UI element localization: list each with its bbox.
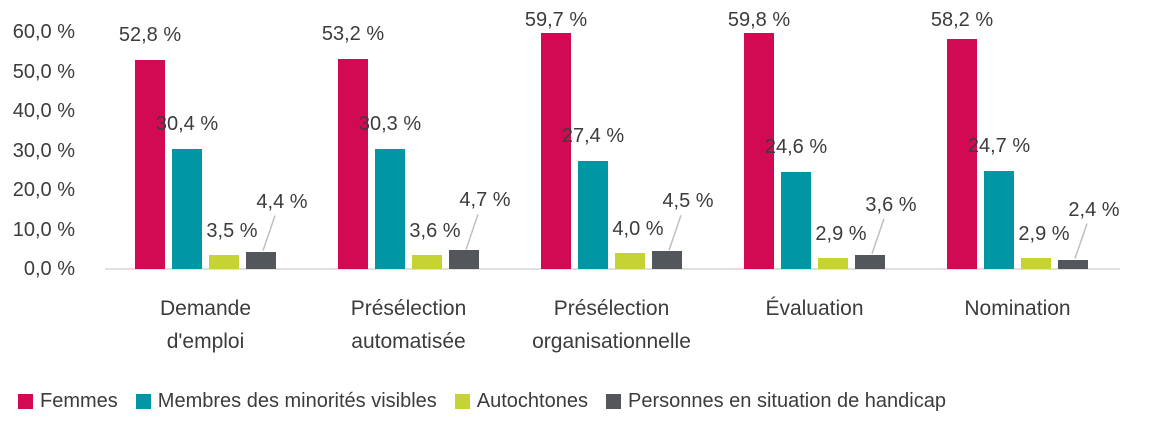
legend-label: Personnes en situation de handicap xyxy=(627,389,946,412)
bar-autochtones xyxy=(209,255,239,269)
legend-label: Membres des minorités visibles xyxy=(157,389,437,412)
bar-handicap xyxy=(1058,259,1088,269)
data-label-femmes: 53,2 % xyxy=(321,22,385,45)
data-label-autochtones: 4,0 % xyxy=(612,218,664,241)
legend-item-femmes: Femmes xyxy=(18,390,118,413)
bar-autochtones xyxy=(1021,257,1051,269)
data-label-minorites-visibles: 27,4 % xyxy=(561,124,625,147)
data-label-minorites-visibles: 24,7 % xyxy=(967,135,1031,158)
data-label-femmes: 52,8 % xyxy=(118,24,182,47)
category-label: Évaluation xyxy=(765,297,864,320)
legend-item-minorites-visibles: Membres des minorités visibles xyxy=(135,389,437,413)
x-axis-line xyxy=(105,268,1120,270)
y-axis-tick-label: 40,0 % xyxy=(12,100,75,122)
bar-autochtones xyxy=(412,254,442,269)
bar-handicap xyxy=(855,254,885,269)
category-label: Nomination xyxy=(964,297,1071,320)
y-axis-tick-label: 0,0 % xyxy=(23,258,75,280)
bar-femmes xyxy=(135,60,165,269)
data-label-femmes: 59,8 % xyxy=(727,9,791,31)
legend-swatch-autochtones xyxy=(454,393,470,409)
legend-item-autochtones: Autochtones xyxy=(454,389,588,413)
data-label-autochtones: 3,6 % xyxy=(409,219,461,242)
category-label: Demande d'emploi xyxy=(159,297,252,353)
bar-minorites-visibles xyxy=(172,148,202,269)
y-axis-tick-label: 60,0 % xyxy=(12,21,75,43)
legend-swatch-minorites-visibles xyxy=(135,393,151,409)
legend-item-handicap: Personnes en situation de handicap xyxy=(605,389,946,413)
legend-label: Autochtones xyxy=(476,389,588,412)
category-label: Présélection automatisée xyxy=(350,297,467,353)
bar-minorites-visibles xyxy=(375,149,405,269)
bar-handicap xyxy=(652,251,682,269)
data-label-minorites-visibles: 30,3 % xyxy=(358,113,422,136)
legend-swatch-femmes xyxy=(18,393,33,409)
data-label-handicap: 3,6 % xyxy=(865,193,917,216)
data-label-femmes: 59,7 % xyxy=(524,9,588,31)
y-axis-tick-label: 10,0 % xyxy=(12,218,75,241)
bar-femmes xyxy=(744,32,774,269)
bar-autochtones xyxy=(615,253,645,269)
bar-autochtones xyxy=(818,257,848,269)
bar-minorites-visibles xyxy=(781,171,811,269)
data-label-autochtones: 2,9 % xyxy=(815,222,867,245)
bar-handicap xyxy=(449,250,479,269)
bar-minorites-visibles xyxy=(984,171,1014,269)
bar-femmes xyxy=(947,39,977,269)
bar-femmes xyxy=(338,58,368,269)
category-label: Présélection organisationnelle xyxy=(532,297,691,353)
data-label-handicap: 4,5 % xyxy=(662,190,714,213)
data-label-minorites-visibles: 30,4 % xyxy=(155,112,219,135)
y-axis-tick-label: 30,0 % xyxy=(12,139,75,162)
legend: Femmes Membres des minorités visibles Auto… xyxy=(18,387,946,415)
bar-femmes xyxy=(541,33,571,269)
bar-minorites-visibles xyxy=(578,160,608,269)
data-label-autochtones: 3,5 % xyxy=(206,220,258,243)
legend-swatch-handicap xyxy=(605,393,621,409)
data-label-minorites-visibles: 24,6 % xyxy=(764,135,828,158)
y-axis-tick-label: 20,0 % xyxy=(12,179,75,201)
data-label-handicap: 4,4 % xyxy=(256,190,308,213)
data-label-femmes: 58,2 % xyxy=(930,9,994,31)
y-axis-tick-label: 50,0 % xyxy=(12,60,75,83)
data-label-autochtones: 2,9 % xyxy=(1018,222,1070,245)
legend-label: Femmes xyxy=(40,389,118,412)
data-label-handicap: 4,7 % xyxy=(459,189,511,212)
data-label-handicap: 2,4 % xyxy=(1068,198,1120,221)
bar-handicap xyxy=(246,251,276,269)
